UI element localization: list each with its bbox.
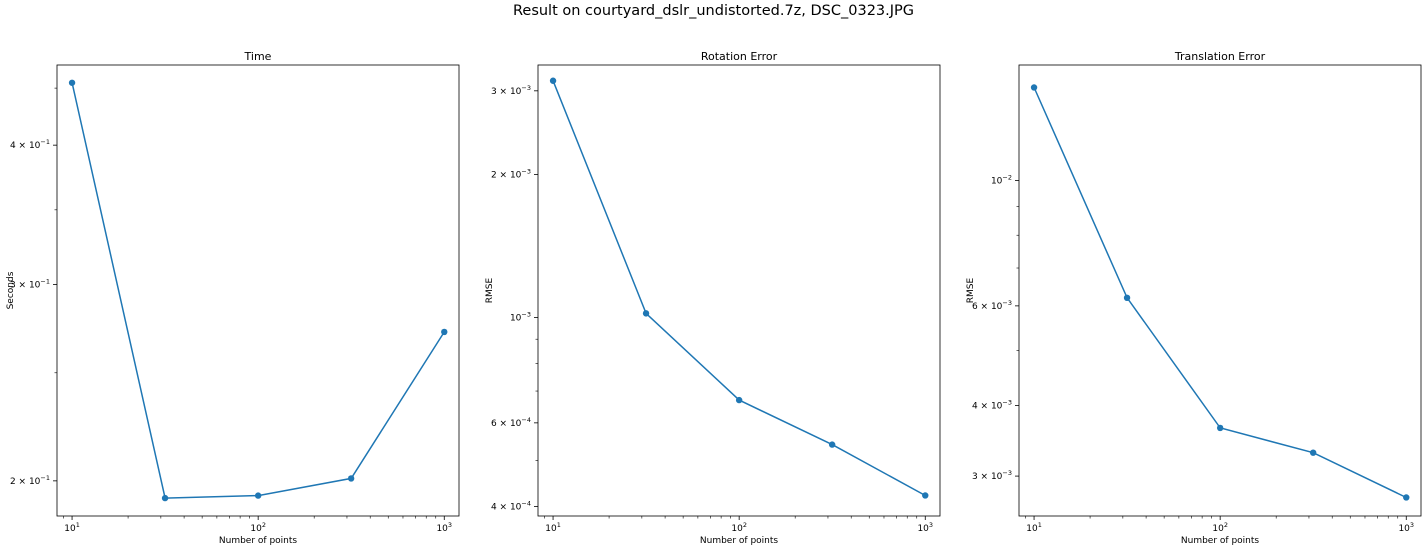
y-tick-label: 6 × 10−3 (972, 299, 1012, 312)
x-tick-label: 103 (917, 521, 933, 534)
axes-frame (56, 64, 460, 517)
series-line (552, 80, 926, 497)
y-tick-label: 3 × 10−1 (10, 277, 50, 290)
x-axis-label: Number of points (219, 536, 298, 546)
axes-frame (1018, 64, 1422, 517)
data-point (922, 492, 929, 499)
x-axis-label: Number of points (1181, 536, 1260, 546)
y-axis-label: RMSE (966, 277, 976, 303)
x-tick-label: 102 (250, 521, 266, 534)
data-point (1123, 294, 1131, 302)
y-tick-label: 2 × 10−3 (491, 167, 531, 180)
y-tick-label: 2 × 10−1 (10, 474, 50, 487)
y-tick-label: 3 × 10−3 (491, 84, 531, 97)
x-tick-label: 103 (436, 521, 452, 534)
x-tick-label: 102 (731, 521, 747, 534)
x-tick-label: 102 (1212, 521, 1228, 534)
data-point (642, 310, 650, 317)
chart-panel-2: Rotation Error Number of points RMSE 101 102… (485, 50, 941, 546)
y-tick-label: 6 × 10−4 (491, 416, 531, 429)
chart-title: Rotation Error (701, 50, 778, 63)
data-point (735, 396, 743, 404)
figure-title: Result on courtyard_dslr_undistorted.7z,… (512, 3, 915, 19)
y-tick-label: 3 × 10−3 (972, 469, 1012, 482)
axes-frame (537, 64, 941, 517)
data-point (68, 79, 76, 86)
data-point (347, 475, 355, 482)
chart-panel-1: Time Number of points Seconds 101 102 103 2 × … (6, 50, 460, 546)
y-tick-label: 4 × 10−1 (10, 138, 50, 151)
x-axis-label: Number of points (700, 536, 779, 546)
x-tick-label: 101 (545, 521, 561, 534)
chart-title: Translation Error (1174, 50, 1266, 63)
data-point (1030, 84, 1038, 91)
series-line (71, 82, 445, 499)
data-point (254, 492, 262, 499)
y-tick-label: 10−3 (510, 310, 531, 323)
series-line (1033, 87, 1407, 499)
data-point (161, 494, 169, 502)
chart-panel-3: Translation Error Number of points RMSE 101… (966, 50, 1422, 546)
data-point (1403, 494, 1410, 501)
x-tick-label: 101 (64, 521, 80, 534)
y-tick-label: 4 × 10−4 (491, 500, 531, 513)
data-point (549, 77, 557, 84)
y-axis-label: Seconds (6, 271, 16, 309)
data-point (1309, 449, 1317, 456)
data-point (1216, 424, 1224, 432)
data-point (828, 441, 836, 448)
x-tick-label: 103 (1398, 521, 1414, 534)
data-point (441, 328, 448, 336)
y-tick-label: 10−2 (991, 173, 1012, 186)
x-tick-label: 101 (1026, 521, 1042, 534)
y-axis-label: RMSE (485, 277, 495, 303)
chart-title: Time (244, 50, 272, 63)
y-tick-label: 4 × 10−3 (972, 398, 1012, 411)
